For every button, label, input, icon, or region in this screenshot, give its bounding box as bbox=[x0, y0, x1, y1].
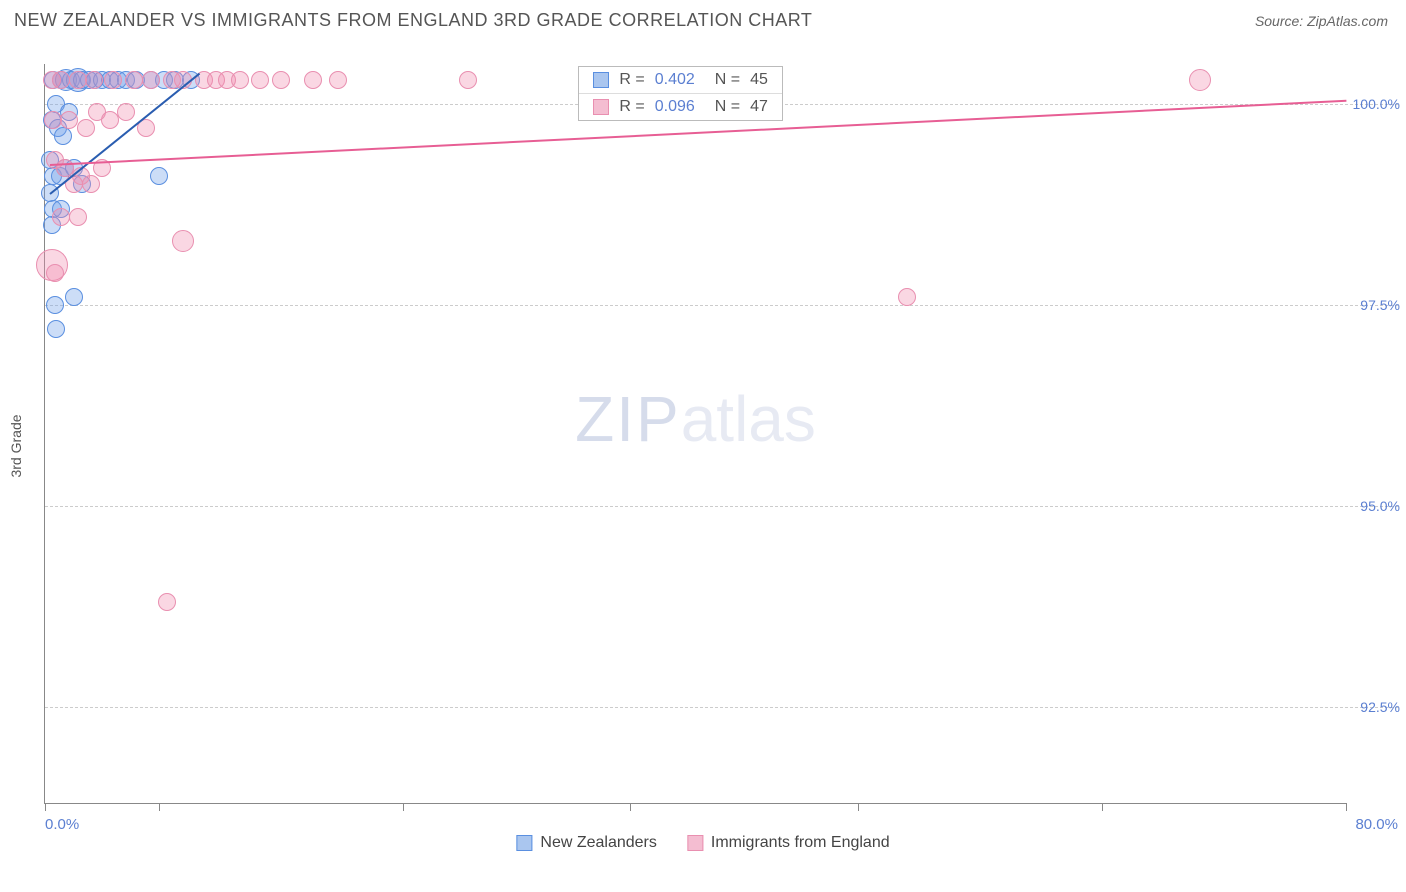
x-tick bbox=[630, 803, 631, 811]
data-point-eng bbox=[104, 71, 122, 89]
r-value: 0.402 bbox=[655, 71, 695, 89]
stats-legend: R = 0.402 N = 45 R = 0.096 N = 47 bbox=[578, 66, 783, 121]
chart-title: NEW ZEALANDER VS IMMIGRANTS FROM ENGLAND… bbox=[14, 10, 812, 31]
data-point-eng bbox=[82, 175, 100, 193]
data-point-eng bbox=[272, 71, 290, 89]
x-tick bbox=[403, 803, 404, 811]
stats-row-nz: R = 0.402 N = 45 bbox=[579, 67, 782, 93]
data-point-nz bbox=[47, 320, 65, 338]
legend-label: Immigrants from England bbox=[711, 834, 890, 852]
data-point-eng bbox=[101, 111, 119, 129]
data-point-eng bbox=[304, 71, 322, 89]
watermark-part2: atlas bbox=[681, 383, 816, 455]
n-label: N = bbox=[715, 98, 740, 116]
swatch-nz bbox=[593, 72, 609, 88]
legend-label: New Zealanders bbox=[540, 834, 657, 852]
plot-area: ZIPatlas 100.0%97.5%95.0%92.5%0.0%80.0%R… bbox=[44, 64, 1346, 804]
n-value: 47 bbox=[750, 98, 768, 116]
data-point-eng bbox=[251, 71, 269, 89]
r-label: R = bbox=[619, 71, 644, 89]
legend-entry-nz: New Zealanders bbox=[516, 834, 657, 852]
watermark-part1: ZIP bbox=[575, 383, 681, 455]
data-point-eng bbox=[158, 593, 176, 611]
x-tick bbox=[858, 803, 859, 811]
watermark: ZIPatlas bbox=[575, 382, 816, 456]
legend-swatch-nz bbox=[516, 835, 532, 851]
data-point-nz bbox=[150, 167, 168, 185]
gridline bbox=[45, 506, 1398, 507]
data-point-nz bbox=[65, 288, 83, 306]
y-tick-label: 95.0% bbox=[1360, 498, 1400, 514]
data-point-eng bbox=[459, 71, 477, 89]
swatch-eng bbox=[593, 99, 609, 115]
n-value: 45 bbox=[750, 71, 768, 89]
data-point-eng bbox=[69, 208, 87, 226]
gridline bbox=[45, 305, 1398, 306]
legend-swatch-eng bbox=[687, 835, 703, 851]
data-point-eng bbox=[1189, 69, 1211, 91]
y-tick-label: 97.5% bbox=[1360, 297, 1400, 313]
r-value: 0.096 bbox=[655, 98, 695, 116]
legend-entry-eng: Immigrants from England bbox=[687, 834, 890, 852]
data-point-nz bbox=[54, 127, 72, 145]
x-start-label: 0.0% bbox=[45, 816, 79, 833]
x-tick bbox=[1102, 803, 1103, 811]
y-tick-label: 100.0% bbox=[1353, 96, 1400, 112]
data-point-nz bbox=[46, 296, 64, 314]
n-label: N = bbox=[715, 71, 740, 89]
x-end-label: 80.0% bbox=[1355, 816, 1398, 833]
data-point-eng bbox=[329, 71, 347, 89]
stats-row-eng: R = 0.096 N = 47 bbox=[579, 93, 782, 120]
header: NEW ZEALANDER VS IMMIGRANTS FROM ENGLAND… bbox=[0, 0, 1406, 39]
gridline bbox=[45, 707, 1398, 708]
y-axis-label: 3rd Grade bbox=[8, 414, 24, 477]
data-point-eng bbox=[898, 288, 916, 306]
x-tick bbox=[1346, 803, 1347, 811]
data-point-eng bbox=[85, 71, 103, 89]
source-label: Source: ZipAtlas.com bbox=[1255, 13, 1388, 29]
r-label: R = bbox=[619, 98, 644, 116]
y-tick-label: 92.5% bbox=[1360, 699, 1400, 715]
data-point-eng bbox=[46, 264, 64, 282]
x-tick bbox=[159, 803, 160, 811]
data-point-eng bbox=[117, 103, 135, 121]
data-point-eng bbox=[77, 119, 95, 137]
data-point-eng bbox=[172, 230, 194, 252]
bottom-legend: New Zealanders Immigrants from England bbox=[516, 834, 889, 852]
data-point-eng bbox=[231, 71, 249, 89]
data-point-eng bbox=[142, 71, 160, 89]
x-tick bbox=[45, 803, 46, 811]
